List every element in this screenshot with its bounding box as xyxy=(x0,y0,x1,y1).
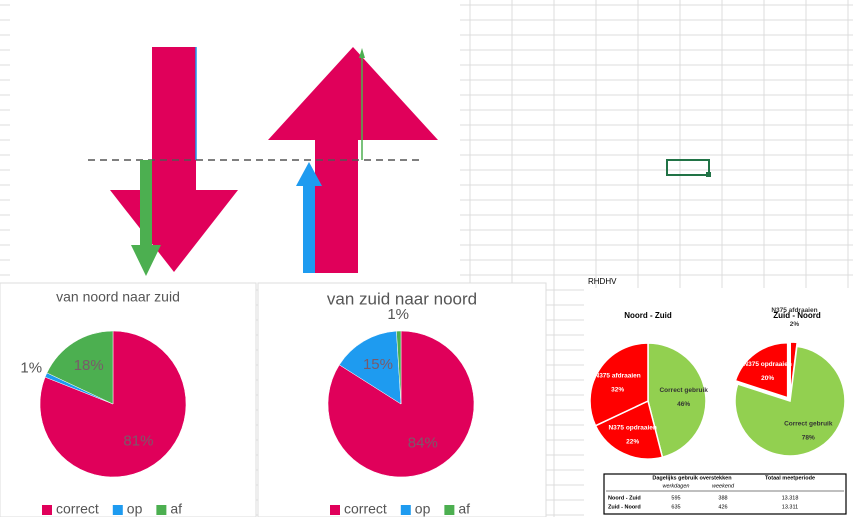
data-label: N375 afdraaien xyxy=(771,307,817,314)
data-label: N375 opdraaien xyxy=(743,361,791,368)
fill-handle[interactable] xyxy=(706,172,711,177)
data-label: Correct gebruik xyxy=(659,387,708,394)
blue-arrow-head xyxy=(296,162,322,186)
summary-table: Dagelijks gebruik overstekken Totaal meet… xyxy=(603,473,847,515)
green-arrow-shaft xyxy=(140,160,152,246)
pie-slice xyxy=(396,330,402,405)
pie-slice xyxy=(594,399,664,460)
data-label: 46% xyxy=(677,401,690,408)
data-label: 84% xyxy=(408,435,438,452)
green-arrow-head xyxy=(131,245,161,276)
pie-slice xyxy=(734,345,846,457)
pie-slice xyxy=(46,330,114,405)
table-cell: 13.318 xyxy=(782,495,799,501)
pie-chart: van zuid naar noord 84% 15% 1% correct op af xyxy=(327,289,477,516)
legend-swatch xyxy=(156,505,167,515)
legend-label: af xyxy=(170,501,182,517)
pie-slice xyxy=(39,330,187,478)
table-subheader: werkdagen xyxy=(663,483,690,489)
table-header: Totaal meetperiode xyxy=(765,475,815,481)
data-label: 22% xyxy=(626,438,639,445)
legend-swatch xyxy=(330,505,340,515)
selected-cell[interactable] xyxy=(666,159,710,176)
data-label: 2% xyxy=(790,321,800,328)
data-label: 32% xyxy=(611,386,624,393)
up-arrow-head xyxy=(268,47,438,140)
data-label: 20% xyxy=(761,375,774,382)
pie-slice xyxy=(339,330,402,405)
legend-label: af xyxy=(458,501,470,517)
data-label: Correct gebruik xyxy=(784,421,833,428)
table-border xyxy=(603,473,847,515)
pie-slice xyxy=(647,342,707,459)
pie-chart: van noord naar zuid 81% 1% 18% correct op af xyxy=(20,289,187,517)
table-cell: 388 xyxy=(718,495,727,501)
pie-slice xyxy=(734,342,789,399)
legend-label: op xyxy=(415,501,431,517)
legend-swatch xyxy=(112,505,123,515)
data-label: N375 opdraaien xyxy=(608,424,656,431)
table-cell: 595 xyxy=(671,495,680,501)
data-label: 1% xyxy=(387,306,409,323)
chart-title: Zuid - Noord xyxy=(773,311,821,320)
data-label: N375 afdraaien xyxy=(595,372,641,379)
image-label: RHDHV xyxy=(588,277,617,286)
table-cell: 635 xyxy=(671,504,680,510)
up-arrow-shaft xyxy=(315,139,358,273)
blue-arrow-shaft xyxy=(303,185,315,273)
chart-title: Noord - Zuid xyxy=(624,311,672,320)
pie-chart: Noord - Zuid Correct gebruik 46% N375 opdra… xyxy=(589,311,708,460)
pie-slice xyxy=(589,342,649,427)
table-header: Dagelijks gebruik overstekken xyxy=(652,475,732,481)
down-arrow-shaft xyxy=(152,47,196,192)
legend-swatch xyxy=(400,505,411,515)
table-subheader: weekend xyxy=(712,483,735,489)
chart-title: van noord naar zuid xyxy=(56,289,180,305)
table-cell: 13.311 xyxy=(782,504,798,510)
table-cell: Zuid - Noord xyxy=(608,504,641,510)
data-label: 18% xyxy=(74,357,104,374)
green-line-head xyxy=(359,48,365,58)
data-label: 15% xyxy=(363,356,393,373)
legend-swatch xyxy=(444,505,455,515)
data-label: 1% xyxy=(20,360,42,377)
legend-swatch xyxy=(42,505,52,515)
data-label: 78% xyxy=(802,435,815,442)
legend-label: correct xyxy=(344,501,387,517)
legend-label: correct xyxy=(56,501,99,517)
table-cell: Noord - Zuid xyxy=(608,495,641,501)
chart-title: van zuid naar noord xyxy=(327,289,477,308)
arrow-diagram xyxy=(10,0,460,280)
table-cell: 426 xyxy=(718,504,727,510)
data-label: 81% xyxy=(123,432,153,449)
legend-label: op xyxy=(127,501,143,517)
